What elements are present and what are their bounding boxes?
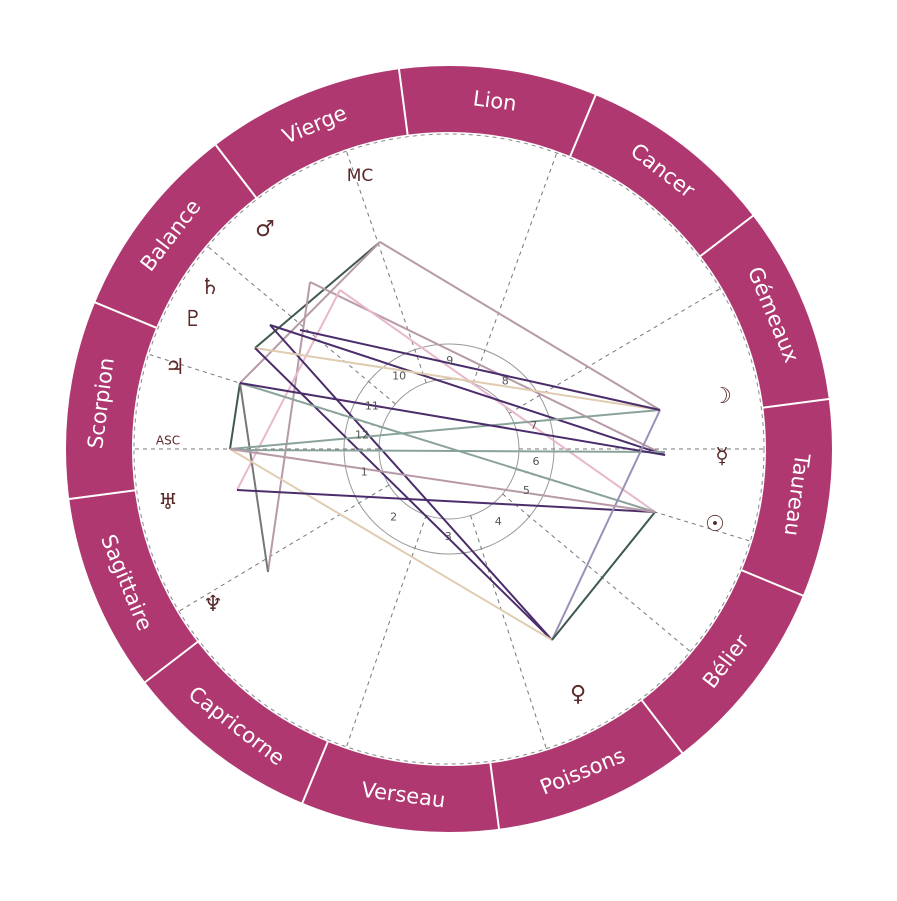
house-number: 6 — [533, 455, 540, 468]
house-number: 5 — [523, 484, 530, 497]
aspect-line — [236, 489, 656, 513]
planet-glyph: ☉ — [705, 512, 725, 537]
house-number: 10 — [392, 369, 406, 382]
sign-label: Lion — [472, 86, 518, 115]
sign-divider — [489, 762, 501, 830]
house-number: 8 — [502, 374, 509, 387]
aspect-line — [339, 289, 656, 513]
asc-label: ASC — [156, 434, 180, 448]
house-number: 1 — [361, 466, 368, 479]
aspect-line — [229, 382, 241, 450]
house-number: 2 — [390, 510, 397, 523]
house-number: 7 — [530, 419, 537, 432]
planet-glyph: ☿ — [715, 444, 729, 469]
planet-glyph: ☽ — [712, 384, 732, 409]
aspect-line — [236, 449, 666, 453]
planets: ☽ ☿ ☉ ♀ ♆ ♅ ♃ ♇ ♄ ♂ — [158, 217, 732, 707]
aspect-line — [236, 289, 341, 491]
sign-divider — [699, 214, 755, 258]
aspect-line — [229, 409, 661, 450]
house-cusp — [178, 484, 390, 612]
sign-divider — [214, 143, 258, 199]
planet-glyph: ♆ — [203, 592, 223, 617]
aspect-line — [239, 382, 666, 456]
aspect-line — [239, 382, 269, 573]
aspect-line — [379, 241, 661, 411]
planet-glyph: ♇ — [183, 307, 203, 332]
house-cusp — [472, 152, 558, 384]
sign-divider — [569, 93, 597, 158]
aspect-line — [239, 382, 656, 513]
sign-divider — [397, 68, 409, 136]
aspect-line — [551, 409, 661, 641]
aspects — [229, 241, 666, 641]
sign-divider — [762, 397, 830, 409]
sign-divider — [301, 740, 329, 805]
sign-divider — [740, 569, 805, 597]
house-number: 9 — [446, 354, 453, 367]
house-number: 3 — [445, 530, 452, 543]
aspect-line — [269, 324, 666, 456]
outer-dashed-circle — [133, 133, 765, 765]
house-cusp — [470, 515, 547, 749]
sign-divider — [640, 699, 684, 755]
house-cusp — [345, 150, 427, 383]
aspect-line — [269, 324, 553, 641]
aspect-line — [229, 448, 553, 641]
house-number: 4 — [495, 515, 502, 528]
house-cusp — [207, 246, 396, 405]
aspect-line — [229, 448, 656, 513]
planet-glyph: ♂ — [255, 217, 275, 242]
house-number: 11 — [365, 400, 379, 413]
sign-divider — [93, 301, 158, 329]
house-cusps — [134, 150, 764, 749]
mc-label: MC — [347, 166, 374, 186]
house-number: 12 — [355, 429, 369, 442]
aspect-line — [551, 511, 656, 641]
aspect-line — [239, 241, 381, 384]
sign-divider — [68, 489, 136, 501]
aspect-line — [254, 347, 553, 641]
house-cusp — [502, 493, 691, 652]
planet-glyph: ♄ — [200, 275, 220, 300]
house-cusp — [345, 515, 427, 748]
sign-divider — [143, 640, 199, 684]
planet-glyph: ♅ — [158, 490, 178, 515]
zodiac-ring — [66, 66, 832, 832]
planet-glyph: ♀ — [570, 682, 586, 707]
aspect-line — [299, 329, 661, 411]
planet-glyph: ♃ — [165, 355, 185, 380]
aspect-line — [254, 347, 661, 411]
